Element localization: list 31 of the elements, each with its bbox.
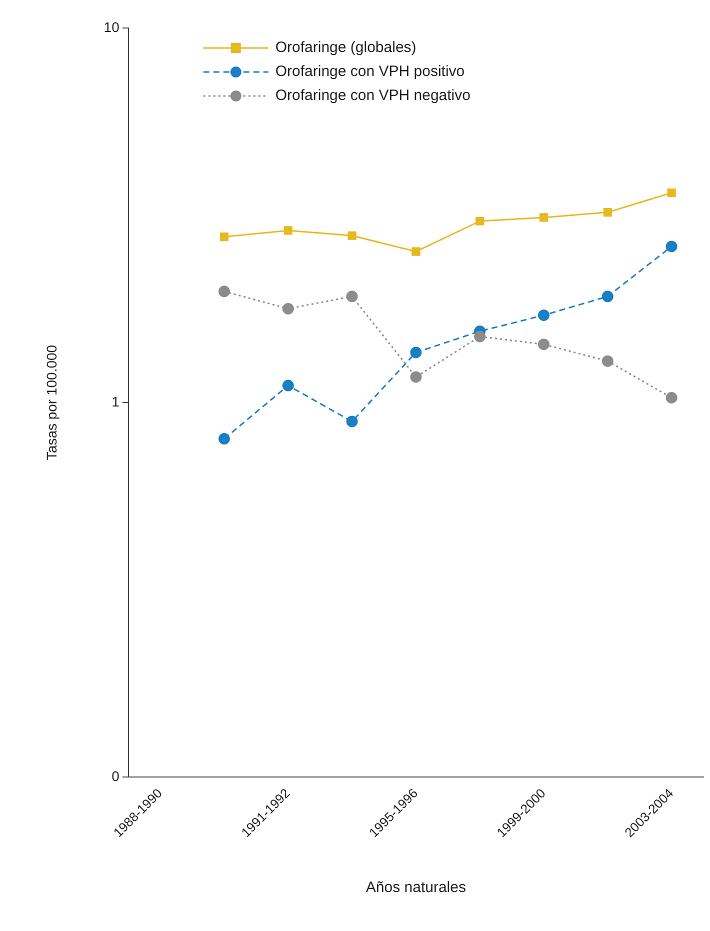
point [282,380,294,392]
point [476,216,484,226]
point [410,371,422,383]
point [538,338,550,350]
legend-label: Orofaringe con VPH positivo [275,63,465,80]
y-tick-label: 0 [112,768,120,784]
y-tick-label: 10 [104,18,120,35]
point [346,290,358,302]
point [539,213,548,222]
point [348,231,356,240]
point [666,392,678,404]
point [218,286,230,298]
legend-label: Orofaringe con VPH negativo [275,87,470,104]
point [410,346,422,358]
point [282,302,294,314]
point [474,330,486,342]
point [220,232,229,242]
point [346,416,358,428]
x-axis-title: Años naturales [366,879,466,896]
y-tick-label: 1 [112,393,120,410]
point [538,309,550,321]
point [602,355,614,367]
point [412,247,420,256]
point [666,240,678,252]
y-axis-title: Tasas por 100.000 [43,344,60,460]
point [667,188,676,198]
point [602,290,614,302]
point [218,433,230,445]
point [603,208,612,217]
legend-label: Orofaringe (globales) [275,39,416,56]
point [284,226,292,235]
